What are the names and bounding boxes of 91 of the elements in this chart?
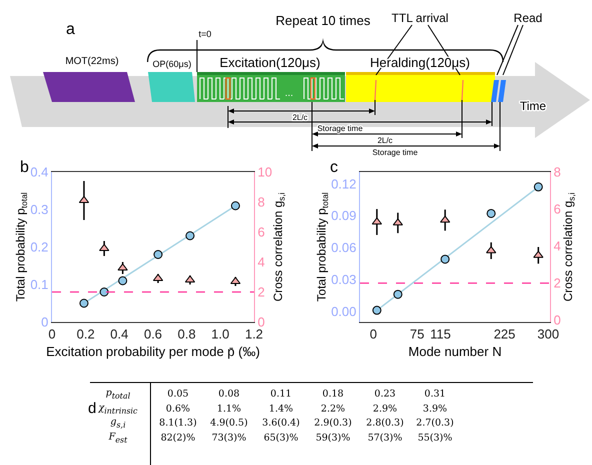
text: 59(3)% bbox=[316, 432, 350, 443]
text: Repeat 10 times bbox=[276, 13, 371, 28]
y-tick-label: 0.12 bbox=[331, 176, 356, 192]
text: 0.6% bbox=[166, 403, 190, 414]
text: 55(3)% bbox=[418, 432, 452, 443]
text: ... bbox=[284, 88, 294, 99]
y2-tick-label: 2 bbox=[554, 276, 561, 291]
text: 2.7(0.3) bbox=[416, 418, 454, 428]
y2-tick-label: 0 bbox=[554, 312, 561, 328]
point bbox=[440, 254, 450, 264]
y2-tick-label: 4 bbox=[554, 238, 561, 254]
x-tick-label: 300 bbox=[537, 326, 560, 342]
x-tick-label: 225 bbox=[494, 326, 516, 342]
text: 0.31 bbox=[424, 388, 446, 400]
text: 65(3)% bbox=[264, 432, 298, 443]
text: 3.6(0.4) bbox=[262, 418, 300, 428]
y-tick-label: 0.4 bbox=[30, 164, 48, 180]
text: Storage time bbox=[372, 148, 418, 157]
y2-tick-label: 10 bbox=[258, 164, 272, 180]
text: Time bbox=[520, 99, 546, 113]
point bbox=[154, 250, 163, 259]
text: d bbox=[88, 400, 96, 417]
y-tick-label: 0.1 bbox=[30, 277, 48, 292]
y2-tick-label: 8 bbox=[554, 164, 561, 180]
x-tick-label: 0.6 bbox=[144, 326, 162, 342]
text: 1.1% bbox=[216, 403, 242, 414]
point bbox=[118, 276, 128, 286]
x-tick-label: 0.2 bbox=[76, 326, 95, 342]
text: 8.1(1.3) bbox=[159, 418, 197, 428]
y-tick-label: 0.06 bbox=[331, 240, 356, 256]
y2-tick-label: 6 bbox=[258, 224, 265, 240]
text: TTL arrival bbox=[392, 11, 448, 25]
text: 0.18 bbox=[322, 388, 344, 400]
text: b bbox=[20, 159, 29, 176]
y-tick-label: 0.3 bbox=[30, 202, 48, 218]
point bbox=[486, 246, 496, 254]
text: 0.05 bbox=[167, 388, 189, 400]
text: OP(60μs) bbox=[152, 59, 192, 69]
y-tick-label: 0.03 bbox=[331, 272, 356, 287]
point bbox=[534, 182, 543, 192]
text: 2L/c bbox=[377, 136, 393, 145]
text: χ$_{intrinsic}$ bbox=[98, 402, 138, 415]
text: a bbox=[66, 21, 75, 38]
text: 1.4% bbox=[268, 403, 294, 414]
y-tick-label: 0.09 bbox=[331, 208, 356, 224]
text: 2.8(0.3) bbox=[366, 418, 404, 428]
text: 2L/c bbox=[292, 113, 308, 122]
x-axis-title: Excitation probability per mode p̄ (‰) bbox=[46, 344, 260, 360]
text: Excitation(120μs) bbox=[220, 55, 320, 70]
point bbox=[230, 201, 240, 210]
text: 57(3)% bbox=[368, 432, 402, 443]
point bbox=[392, 218, 403, 226]
x-tick-label: 0.8 bbox=[178, 326, 196, 342]
text: 2.2% bbox=[320, 403, 346, 414]
x-tick-label: 115 bbox=[430, 326, 451, 342]
text: 0.08 bbox=[218, 388, 240, 400]
y-tick-label: 0.2 bbox=[30, 240, 48, 255]
x-axis-title: Mode number N bbox=[408, 344, 502, 360]
text: g$_{s,i}$ bbox=[110, 416, 126, 430]
point bbox=[372, 306, 382, 315]
y-tick-label: 0 bbox=[41, 314, 48, 330]
x-tick-label: 1.0 bbox=[211, 326, 230, 342]
y2-tick-label: 6 bbox=[554, 202, 561, 217]
y2-tick-label: 2 bbox=[258, 284, 265, 300]
point bbox=[393, 290, 402, 299]
text: 2.9(0.3) bbox=[314, 418, 352, 428]
y2-tick-label: 8 bbox=[258, 194, 265, 210]
text: Read bbox=[514, 11, 542, 25]
y2-tick-label: 4 bbox=[258, 254, 265, 270]
text: 82(2)% bbox=[160, 432, 196, 443]
point bbox=[533, 250, 544, 258]
text: 3.9% bbox=[422, 403, 448, 414]
text: c bbox=[330, 159, 338, 176]
text: t=0 bbox=[198, 29, 212, 39]
point bbox=[100, 288, 109, 296]
text: 0.23 bbox=[374, 388, 396, 400]
point bbox=[79, 298, 88, 308]
text: MOT(22ms) bbox=[65, 56, 119, 67]
text: p$_{total}$ bbox=[106, 388, 130, 400]
text: 4.9(0.5) bbox=[210, 418, 248, 428]
text: F$_{est}$ bbox=[108, 431, 128, 444]
y-tick-label: 0.00 bbox=[331, 304, 356, 319]
x-tick-label: 0 bbox=[370, 326, 378, 342]
x-tick-label: 0.4 bbox=[110, 326, 128, 342]
text: 2.9% bbox=[372, 403, 398, 414]
text: 73(3)% bbox=[212, 432, 246, 443]
text: 0.11 bbox=[270, 388, 292, 400]
x-tick-label: 75 bbox=[410, 326, 424, 342]
text: Storage time bbox=[317, 124, 364, 133]
point bbox=[486, 208, 496, 218]
point bbox=[186, 231, 195, 240]
